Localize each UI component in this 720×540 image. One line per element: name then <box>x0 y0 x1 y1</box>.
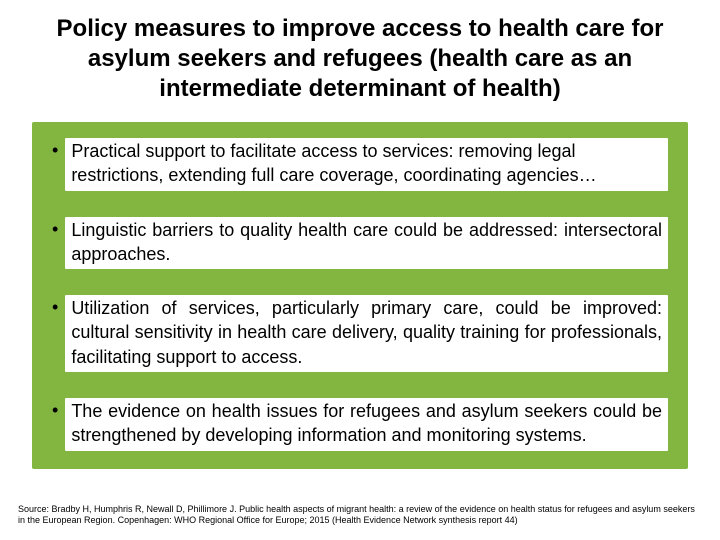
bullet-mark-icon: • <box>52 138 58 162</box>
slide-title: Policy measures to improve access to hea… <box>32 14 688 104</box>
bullet-item: • Linguistic barriers to quality health … <box>32 211 688 276</box>
bullet-mark-icon: • <box>52 295 58 319</box>
bullet-text: Linguistic barriers to quality health ca… <box>65 217 668 270</box>
bullet-spacer <box>32 275 688 289</box>
slide: Policy measures to improve access to hea… <box>0 0 720 540</box>
bullet-panel: • Practical support to facilitate access… <box>32 122 688 469</box>
bullet-mark-icon: • <box>52 398 58 422</box>
source-citation: Source: Bradby H, Humphris R, Newall D, … <box>18 504 702 527</box>
bullet-text: Practical support to facilitate access t… <box>65 138 668 191</box>
bullet-text: The evidence on health issues for refuge… <box>65 398 668 451</box>
bullet-mark-icon: • <box>52 217 58 241</box>
bullet-item: • The evidence on health issues for refu… <box>32 392 688 457</box>
bullet-item: • Practical support to facilitate access… <box>32 132 688 197</box>
bullet-spacer <box>32 378 688 392</box>
bullet-text: Utilization of services, particularly pr… <box>65 295 668 372</box>
bullet-item: • Utilization of services, particularly … <box>32 289 688 378</box>
bullet-spacer <box>32 197 688 211</box>
